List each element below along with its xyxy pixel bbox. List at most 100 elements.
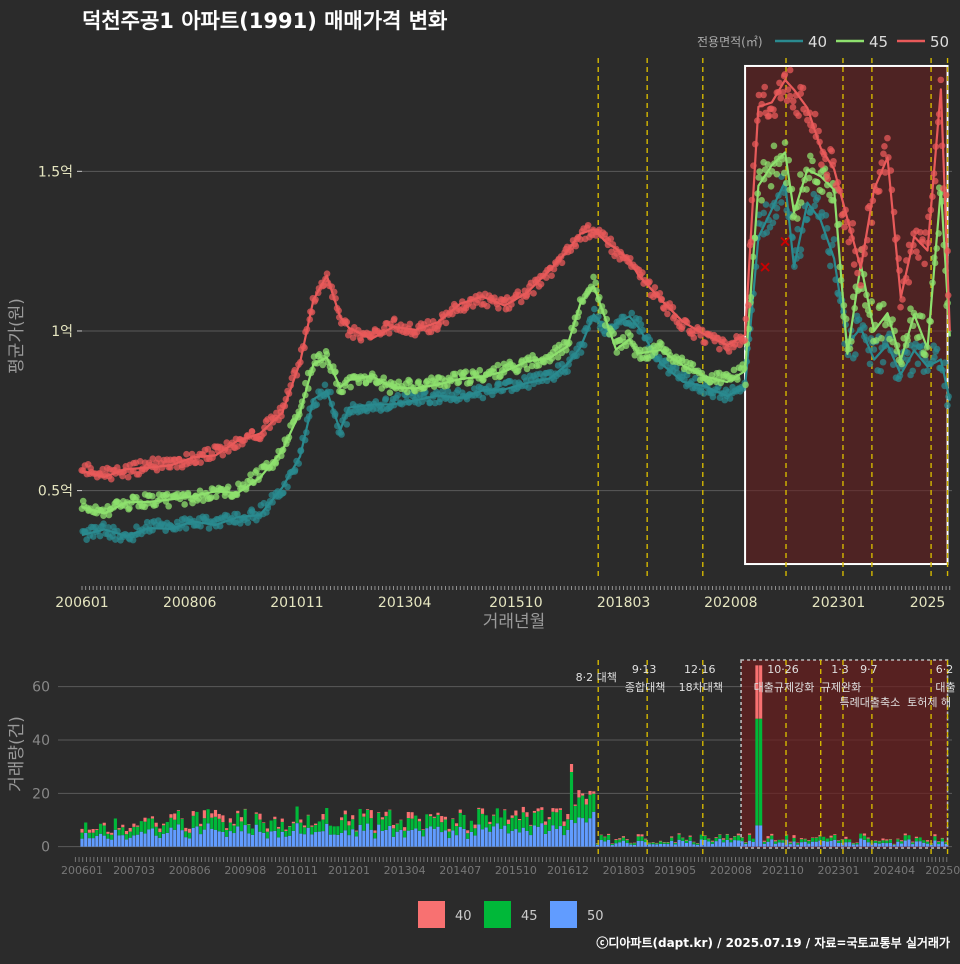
bottom-y-tick-label: 60 — [32, 680, 50, 696]
volume-bar-50 — [848, 842, 852, 847]
volume-bar-40 — [636, 834, 640, 837]
volume-bar-50 — [859, 838, 863, 847]
policy-label: 토허제 해 — [907, 695, 951, 709]
volume-bar-50 — [725, 839, 729, 847]
bottom-x-tick-label: 201905 — [654, 864, 696, 877]
data-point-45 — [316, 350, 323, 358]
data-point-50 — [530, 290, 537, 297]
volume-bar-40 — [577, 790, 581, 798]
volume-bar-40 — [347, 821, 351, 826]
top-x-tick-label: 201510 — [489, 595, 542, 611]
volume-bar-50 — [655, 844, 659, 847]
volume-bar-50 — [736, 840, 740, 847]
volume-bar-45 — [180, 818, 184, 831]
volume-bar-45 — [725, 834, 729, 840]
data-point-50 — [323, 270, 331, 278]
volume-bar-45 — [169, 817, 173, 828]
volume-bar-50 — [699, 839, 703, 847]
volume-bar-45 — [165, 821, 169, 833]
data-point-50 — [921, 260, 928, 268]
volume-bar-50 — [191, 827, 195, 847]
top-y-tick-label: 1억 — [51, 324, 73, 340]
volume-bar-45 — [925, 841, 930, 844]
volume-bar-50 — [488, 831, 492, 847]
volume-bar-50 — [940, 841, 944, 847]
volume-bar-50 — [213, 830, 218, 847]
data-point-40 — [479, 394, 487, 402]
volume-bar-45 — [677, 834, 681, 840]
volume-bar-45 — [147, 818, 151, 830]
series-line-45 — [81, 151, 951, 515]
volume-bar-45 — [102, 825, 106, 836]
volume-bar-50 — [310, 834, 314, 847]
volume-bar-50 — [195, 826, 199, 847]
bottom-x-tick-label: 201803 — [603, 864, 645, 877]
volume-bar-50 — [98, 833, 103, 847]
data-point-50 — [854, 269, 861, 277]
data-point-50 — [795, 112, 802, 119]
volume-bar-45 — [173, 819, 177, 830]
volume-bar-40 — [714, 837, 718, 838]
volume-bar-45 — [651, 842, 655, 845]
volume-bar-45 — [636, 836, 640, 841]
volume-bar-50 — [443, 830, 448, 847]
volume-bar-40 — [399, 819, 403, 821]
volume-bar-50 — [933, 840, 937, 847]
volume-bar-40 — [625, 839, 629, 841]
volume-bar-45 — [922, 840, 926, 843]
data-point-45 — [105, 511, 113, 519]
data-point-50 — [204, 445, 212, 453]
volume-bar-50 — [306, 827, 310, 847]
bar-legend: 40 45 50 — [418, 901, 604, 928]
data-point-40 — [635, 315, 643, 323]
data-point-45 — [592, 279, 600, 287]
volume-bar-45 — [733, 836, 737, 841]
volume-bar-45 — [736, 835, 740, 841]
data-point-45 — [781, 169, 788, 177]
volume-bar-45 — [199, 826, 203, 835]
volume-bar-40 — [284, 829, 288, 831]
volume-bar-50 — [162, 833, 166, 847]
volume-bar-50 — [721, 842, 726, 847]
volume-bar-45 — [859, 833, 863, 839]
volume-bar-40 — [417, 818, 422, 822]
data-point-50 — [183, 450, 190, 458]
data-point-45 — [809, 157, 816, 165]
volume-bar-45 — [525, 816, 529, 831]
volume-bar-45 — [432, 817, 436, 829]
volume-bar-40 — [280, 818, 284, 822]
volume-bar-50 — [106, 838, 110, 847]
volume-bar-50 — [836, 842, 841, 847]
volume-bar-50 — [454, 835, 459, 847]
data-point-45 — [636, 346, 644, 354]
volume-bar-40 — [603, 836, 607, 838]
volume-bar-45 — [429, 816, 433, 827]
volume-bar-45 — [896, 839, 900, 842]
volume-bar-45 — [640, 836, 644, 841]
volume-bar-45 — [577, 797, 581, 818]
volume-bar-40 — [377, 812, 381, 813]
volume-bar-45 — [607, 834, 611, 840]
volume-bar-45 — [881, 840, 885, 843]
volume-bar-45 — [796, 842, 800, 845]
volume-bar-50 — [603, 841, 607, 847]
volume-bar-40 — [480, 808, 485, 814]
data-point-45 — [467, 377, 474, 385]
volume-bar-40 — [503, 809, 507, 811]
volume-bar-50 — [254, 824, 258, 847]
top-x-tick-label: 201803 — [597, 595, 650, 611]
data-point-40 — [797, 246, 805, 253]
data-point-45 — [253, 467, 260, 474]
bottom-x-tick-label: 200601 — [61, 864, 103, 877]
volume-bar-40 — [176, 810, 180, 811]
bottom-x-tick-label: 201510 — [495, 864, 537, 877]
data-point-50 — [824, 175, 832, 183]
volume-bar-50 — [347, 835, 351, 847]
data-point-50 — [789, 104, 797, 111]
volume-bar-45 — [295, 806, 299, 824]
data-point-50 — [875, 187, 883, 195]
volume-bar-50 — [632, 844, 637, 847]
volume-bar-40 — [243, 808, 247, 810]
volume-bar-45 — [84, 822, 88, 833]
